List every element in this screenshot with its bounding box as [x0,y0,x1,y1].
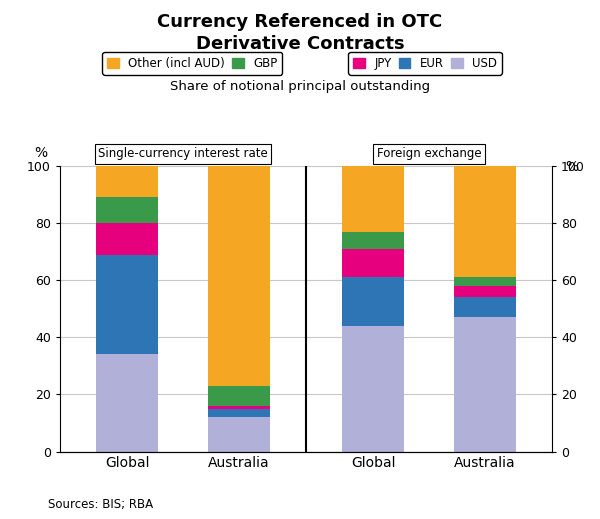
Bar [343,231,404,249]
Legend: JPY, EUR, USD: JPY, EUR, USD [348,52,502,75]
Bar [208,166,269,386]
Y-axis label: %: % [34,146,47,160]
Bar [97,197,158,223]
Bar [97,354,158,452]
Bar [343,277,404,326]
Bar [97,254,158,354]
Bar [454,277,515,286]
Bar [208,406,269,409]
Bar [343,249,404,277]
Text: Sources: BIS; RBA: Sources: BIS; RBA [48,498,153,511]
Bar [343,326,404,452]
Bar [97,223,158,254]
Text: Single-currency interest rate: Single-currency interest rate [98,147,268,160]
Bar [454,286,515,297]
Bar [208,409,269,417]
Bar [454,317,515,452]
Y-axis label: %: % [565,160,578,174]
Bar [208,417,269,452]
Bar [97,166,158,197]
Text: Currency Referenced in OTC
Derivative Contracts: Currency Referenced in OTC Derivative Co… [157,13,443,53]
Bar [208,386,269,406]
Bar [343,166,404,231]
Text: Share of notional principal outstanding: Share of notional principal outstanding [170,80,430,93]
Text: Foreign exchange: Foreign exchange [377,147,481,160]
Bar [454,297,515,317]
Bar [454,166,515,277]
